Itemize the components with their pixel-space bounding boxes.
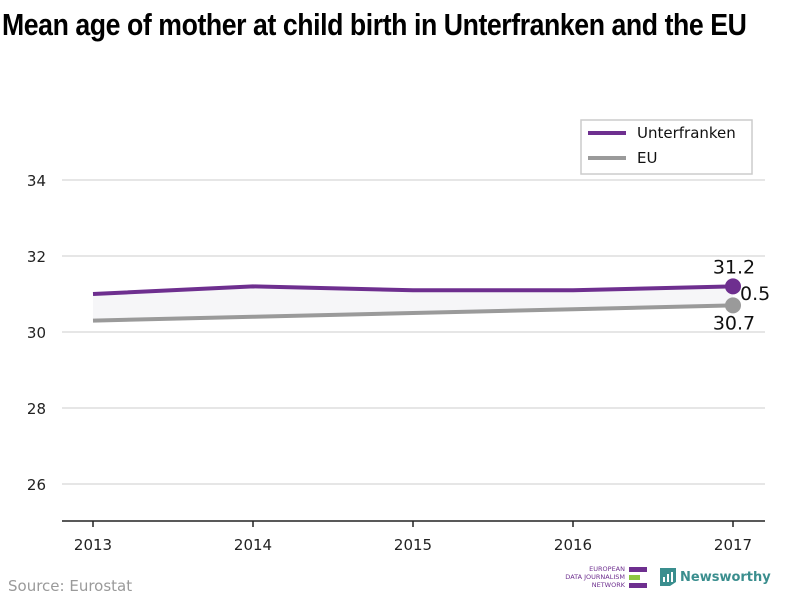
edjn-logo-line-1: EUROPEAN: [589, 565, 625, 573]
y-tick-label-28: 28: [27, 400, 46, 418]
edjn-bar-purple-top: [629, 567, 647, 572]
end-point-eu: [725, 297, 741, 314]
edjn-logo-line-2: DATA JOURNALISM: [565, 573, 625, 581]
legend-label-unterfranken: Unterfranken: [637, 124, 736, 142]
x-tick-label-2016: 2016: [554, 536, 592, 554]
newsworthy-logo-text: Newsworthy: [680, 569, 771, 585]
y-tick-label-34: 34: [27, 172, 46, 190]
series-line-unterfranken: [92, 284, 734, 296]
difference-area: [93, 286, 733, 321]
end-label-eu: 30.7: [713, 312, 755, 334]
legend-box: [580, 119, 753, 175]
source-note: Source: Eurostat: [8, 577, 133, 595]
y-tick-label-26: 26: [27, 476, 46, 494]
legend-label-eu: EU: [637, 149, 657, 167]
chart-title: Mean age of mother at child birth in Unt…: [2, 7, 747, 42]
series-line-eu: [92, 303, 734, 323]
x-tick-label-2017: 2017: [714, 536, 752, 554]
difference-label: 0.5: [740, 283, 770, 305]
y-tick-label-32: 32: [27, 248, 46, 266]
edjn-logo-line-3: NETWORK: [591, 581, 625, 589]
edjn-bar-green: [629, 575, 640, 580]
end-point-unterfranken: [725, 278, 741, 295]
x-tick-label-2013: 2013: [74, 536, 112, 554]
end-label-unterfranken: 31.2: [713, 256, 755, 278]
x-tick-label-2015: 2015: [394, 536, 432, 554]
edjn-logo: EUROPEAN DATA JOURNALISM NETWORK: [565, 565, 647, 590]
x-tick-label-2014: 2014: [234, 536, 272, 554]
newsworthy-chart-icon: [660, 568, 676, 586]
y-tick-label-30: 30: [27, 324, 46, 342]
newsworthy-logo: Newsworthy: [660, 567, 771, 587]
edjn-bar-purple-bottom: [629, 583, 647, 588]
